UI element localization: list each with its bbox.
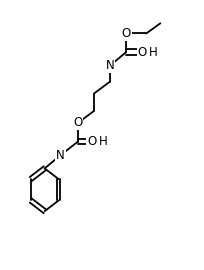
- Text: H: H: [149, 46, 158, 59]
- Text: H: H: [99, 135, 107, 148]
- Text: N: N: [106, 59, 114, 72]
- Text: N: N: [56, 148, 65, 161]
- Text: O: O: [138, 46, 147, 59]
- Text: O: O: [122, 27, 131, 40]
- Text: O: O: [73, 116, 82, 130]
- Text: O: O: [87, 135, 96, 148]
